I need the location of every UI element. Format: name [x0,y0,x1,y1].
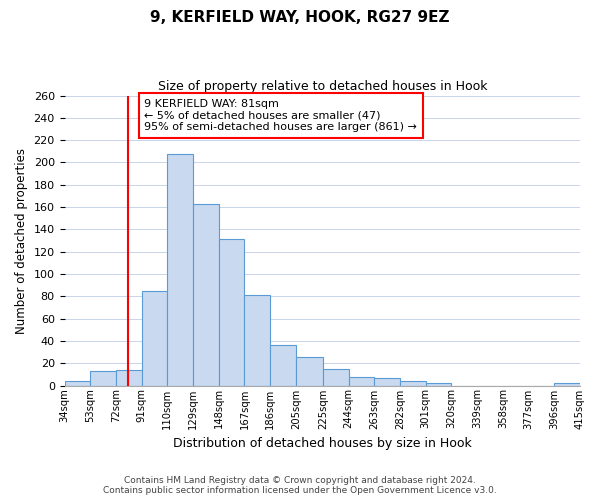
X-axis label: Distribution of detached houses by size in Hook: Distribution of detached houses by size … [173,437,472,450]
Bar [116,370,142,386]
Bar [554,384,580,386]
Text: 9, KERFIELD WAY, HOOK, RG27 9EZ: 9, KERFIELD WAY, HOOK, RG27 9EZ [150,10,450,25]
Bar [400,381,426,386]
Bar [323,369,349,386]
Bar [90,371,116,386]
Text: 9 KERFIELD WAY: 81sqm
← 5% of detached houses are smaller (47)
95% of semi-detac: 9 KERFIELD WAY: 81sqm ← 5% of detached h… [145,99,417,132]
Bar [244,295,270,386]
Y-axis label: Number of detached properties: Number of detached properties [15,148,28,334]
Bar [167,154,193,386]
Text: Contains HM Land Registry data © Crown copyright and database right 2024.
Contai: Contains HM Land Registry data © Crown c… [103,476,497,495]
Bar [193,204,219,386]
Bar [270,346,296,386]
Title: Size of property relative to detached houses in Hook: Size of property relative to detached ho… [158,80,487,93]
Bar [349,376,374,386]
Bar [296,356,323,386]
Bar [426,384,451,386]
Bar [374,378,400,386]
Bar [65,381,90,386]
Bar [219,240,244,386]
Bar [142,290,167,386]
